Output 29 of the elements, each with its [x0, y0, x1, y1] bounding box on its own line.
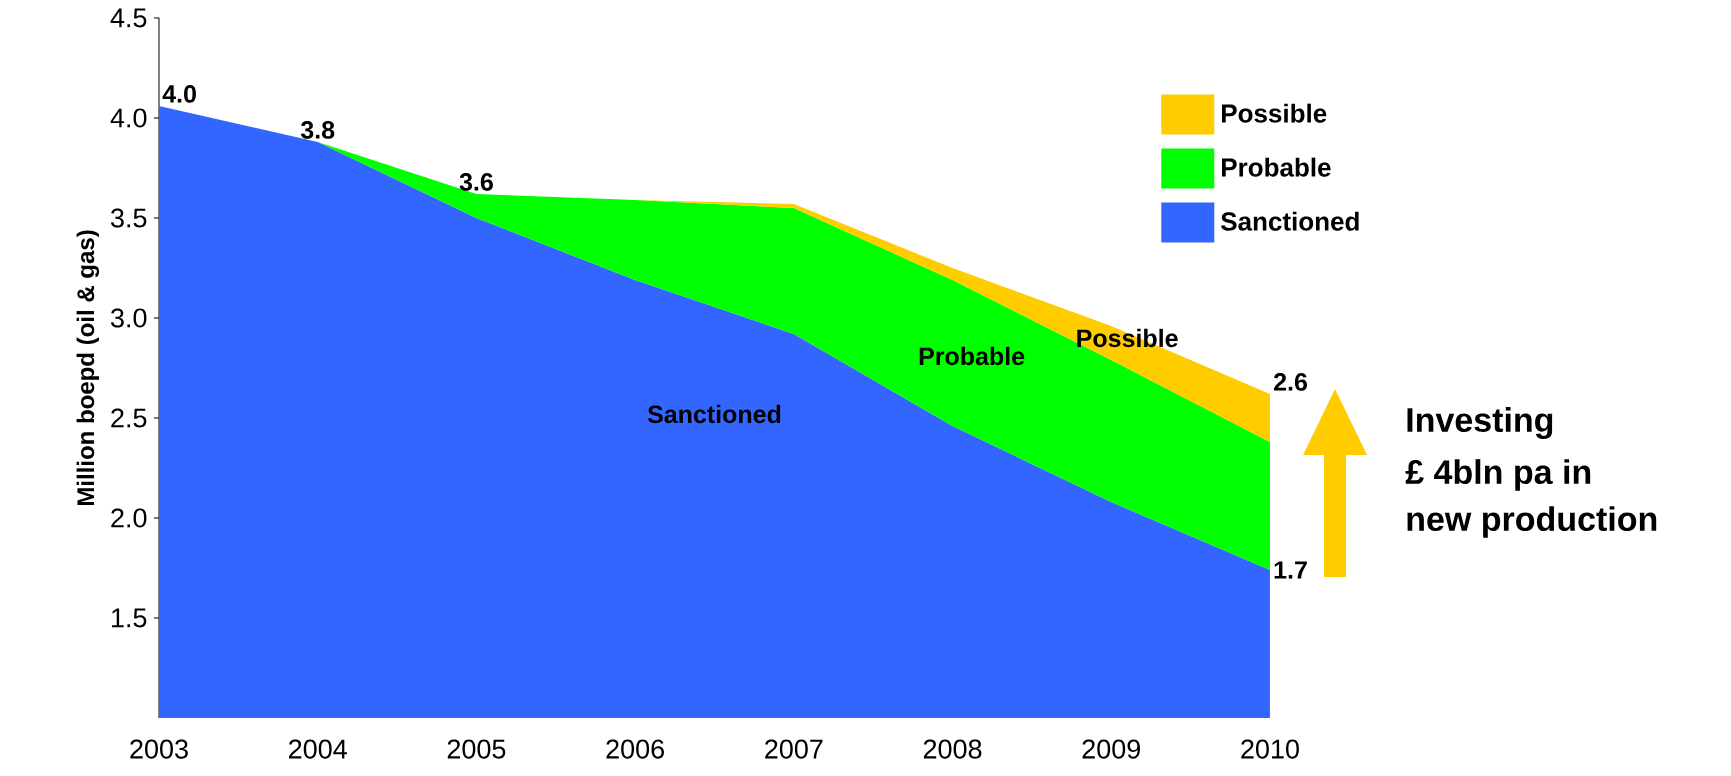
x-tick-label: 2007: [765, 739, 823, 759]
annotation: 1.7: [1274, 561, 1307, 579]
y-tick-label: 4.5: [110, 8, 147, 28]
annotation: Probable: [919, 346, 1025, 366]
y-tick-label: 3.5: [110, 208, 147, 228]
text: new production: [1407, 506, 1657, 538]
annotation: Sanctioned: [647, 404, 781, 424]
annotation: 3.8: [300, 121, 335, 139]
x-tick-label: 2003: [130, 739, 188, 759]
legend-label: Possible: [1222, 103, 1327, 123]
x-tick-label: 2006: [606, 739, 664, 759]
x-tick-label: 2004: [289, 739, 347, 759]
y-axis-title: Million boepd (oil & gas): [76, 230, 100, 506]
text: £ 4bln pa in: [1405, 459, 1591, 491]
x-tick-label: 2008: [923, 739, 982, 759]
y-tick-label: 2.5: [111, 408, 147, 428]
y-tick-label: 1.5: [112, 608, 147, 628]
text: Investing: [1407, 407, 1553, 439]
x-tick-label: 2009: [1082, 739, 1140, 759]
y-tick-label: 3.0: [110, 308, 147, 328]
x-tick-label: 2005: [447, 739, 506, 759]
annotation: 3.6: [459, 173, 493, 191]
legend-label: Sanctioned: [1221, 211, 1359, 231]
y-tick-label: 4.0: [110, 108, 147, 128]
annotation: 4.0: [162, 85, 196, 103]
legend-label: Probable: [1222, 157, 1331, 177]
y-tick-label: 2.0: [111, 508, 147, 528]
x-tick-label: 2010: [1241, 739, 1299, 759]
annotation: 2.6: [1274, 373, 1307, 391]
